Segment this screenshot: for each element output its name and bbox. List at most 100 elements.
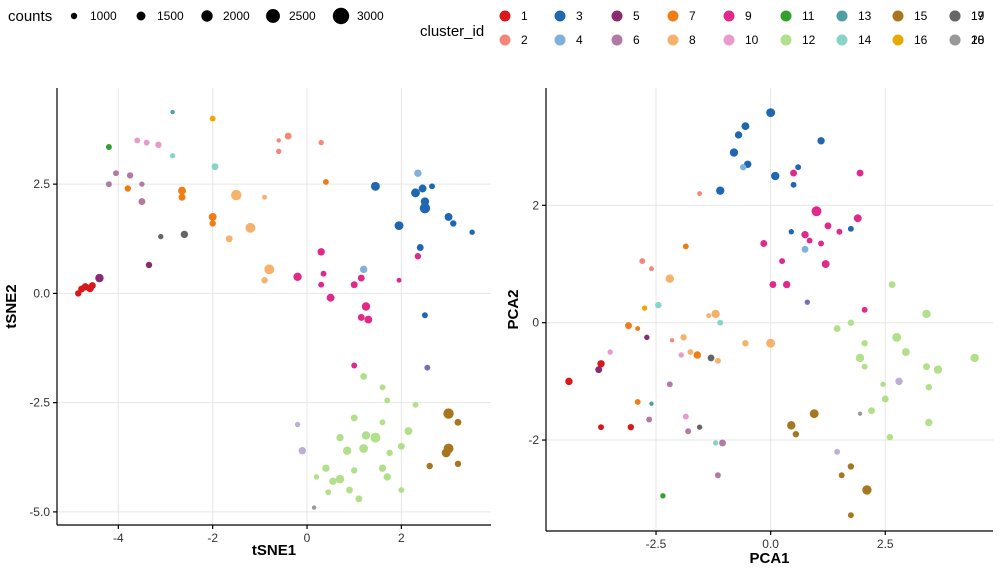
data-point: [741, 122, 750, 131]
data-point: [211, 163, 219, 171]
data-point: [811, 206, 822, 217]
data-point: [861, 340, 868, 347]
data-point: [838, 472, 845, 479]
points: [565, 108, 979, 519]
data-point: [766, 338, 776, 348]
data-point: [397, 442, 405, 450]
data-point: [357, 274, 365, 282]
cluster-legend-item: 4: [554, 33, 583, 47]
data-point: [801, 230, 809, 239]
data-point: [598, 424, 604, 431]
cluster-legend-label: 7: [689, 9, 696, 23]
data-point: [697, 191, 703, 197]
cluster-legend-label: 14: [858, 33, 872, 47]
x-axis-title: PCA1: [749, 550, 789, 567]
data-point: [416, 244, 424, 251]
data-point: [329, 477, 337, 485]
x-tick-label: 0: [304, 531, 311, 545]
data-point: [595, 366, 603, 374]
data-point: [264, 264, 275, 275]
data-point: [361, 302, 371, 311]
data-point: [359, 265, 368, 274]
data-point: [729, 148, 739, 157]
cluster-legend-item: 12: [780, 33, 816, 47]
cluster-legend-key: [611, 10, 623, 22]
data-point: [771, 171, 780, 181]
cluster-legend-item: 9: [723, 9, 752, 23]
data-point: [818, 240, 825, 247]
cluster-legend-label: 9: [745, 9, 752, 23]
data-point: [404, 427, 413, 435]
data-point: [262, 194, 268, 200]
cluster-legend-key: [723, 34, 735, 46]
data-point: [231, 189, 242, 201]
data-point: [322, 179, 329, 185]
cluster-legend-item: 16: [892, 33, 928, 47]
cluster-legend-label: 20: [971, 33, 985, 47]
cluster-legend-label: 15: [914, 9, 928, 23]
data-point: [360, 372, 368, 380]
y-tick-label: 0: [532, 316, 539, 330]
data-point: [685, 428, 692, 435]
data-point: [706, 313, 712, 319]
data-point: [454, 418, 462, 426]
data-point: [293, 272, 302, 281]
data-point: [682, 413, 689, 420]
data-point: [853, 214, 862, 223]
cluster-legend-label: 12: [802, 33, 816, 47]
data-point: [696, 424, 703, 430]
cluster-legend-key: [892, 10, 904, 22]
data-point: [847, 512, 854, 519]
data-point: [861, 363, 868, 370]
size-legend-key: [332, 7, 350, 25]
size-legend-label: 1000: [90, 9, 117, 23]
data-point: [414, 253, 422, 260]
size-legend-label: 1500: [157, 9, 184, 23]
data-point: [454, 460, 462, 468]
data-point: [335, 474, 345, 484]
data-point: [320, 270, 327, 277]
data-point: [782, 280, 791, 289]
data-point: [145, 261, 153, 269]
data-point: [855, 353, 865, 363]
data-point: [155, 141, 162, 149]
x-tick-label: -2: [207, 531, 218, 545]
data-point: [649, 401, 654, 406]
data-point: [665, 274, 674, 283]
cluster-legend-label: 5: [633, 9, 640, 23]
cluster-legend-key: [499, 34, 511, 46]
data-point: [169, 153, 176, 159]
data-point: [627, 423, 635, 431]
cluster-legend-label: 19: [971, 9, 985, 23]
data-point: [769, 281, 777, 289]
data-point: [418, 184, 427, 193]
data-point: [742, 340, 749, 347]
data-point: [394, 221, 404, 231]
data-point: [817, 137, 825, 145]
y-axis-title: tSNE2: [3, 284, 20, 328]
data-point: [370, 181, 380, 191]
data-point: [687, 349, 694, 355]
data-point: [411, 188, 420, 198]
cluster-legend-label: 8: [689, 33, 696, 47]
data-point: [635, 326, 641, 332]
data-point: [444, 212, 453, 221]
cluster-legend-label: 18: [971, 33, 985, 47]
data-point: [847, 463, 855, 470]
data-point: [680, 334, 687, 341]
x-tick-label: 0.0: [762, 537, 779, 551]
data-point: [597, 360, 605, 368]
size-legend-label: 2000: [223, 9, 250, 23]
data-point: [355, 495, 363, 503]
data-point: [734, 131, 743, 139]
data-point: [847, 225, 854, 232]
data-point: [75, 290, 82, 297]
cluster-legend-label: 2: [521, 33, 528, 47]
size-legend-key: [70, 12, 78, 20]
data-point: [806, 237, 813, 244]
data-point: [641, 305, 648, 311]
data-point: [886, 433, 894, 441]
data-point: [804, 299, 811, 305]
cluster-legend-key: [554, 34, 566, 46]
data-point: [707, 354, 715, 362]
